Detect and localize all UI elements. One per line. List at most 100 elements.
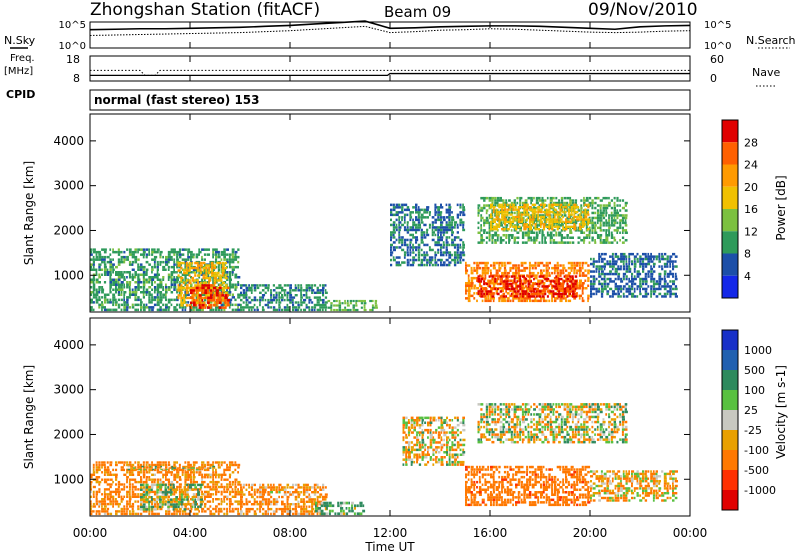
- data-cell: [567, 208, 571, 211]
- data-cell: [566, 275, 569, 278]
- data-cell: [505, 285, 509, 288]
- data-cell: [123, 463, 126, 467]
- station-title: Zhongshan Station (fitACF): [90, 0, 320, 20]
- data-cell: [223, 498, 226, 501]
- data-cell: [456, 248, 460, 252]
- data-cell: [545, 266, 548, 270]
- data-cell: [197, 493, 201, 496]
- data-cell: [248, 507, 251, 511]
- data-cell: [448, 208, 451, 212]
- data-cell: [533, 277, 535, 281]
- data-cell: [178, 507, 182, 511]
- data-cell: [195, 303, 198, 307]
- data-cell: [423, 258, 426, 262]
- data-cell: [578, 266, 582, 270]
- data-cell: [294, 286, 297, 290]
- data-cell: [259, 495, 262, 499]
- data-cell: [531, 264, 535, 267]
- data-cell: [106, 255, 110, 259]
- data-cell: [530, 196, 533, 200]
- data-cell: [186, 491, 189, 494]
- data-cell: [103, 507, 107, 511]
- data-cell: [109, 490, 113, 494]
- data-cell: [242, 284, 246, 287]
- data-cell: [253, 298, 257, 302]
- data-cell: [242, 301, 245, 304]
- data-cell: [558, 295, 561, 298]
- data-cell: [98, 510, 101, 513]
- data-cell: [470, 284, 473, 287]
- data-cell: [644, 257, 648, 261]
- data-cell: [153, 265, 157, 269]
- data-cell: [401, 248, 405, 252]
- data-cell: [521, 236, 525, 239]
- data-cell: [513, 275, 516, 278]
- data-cell: [234, 478, 238, 481]
- data-cell: [213, 279, 217, 282]
- data-cell: [633, 260, 636, 263]
- data-cell: [173, 510, 176, 513]
- data-cell: [584, 203, 587, 206]
- data-cell: [584, 287, 588, 290]
- data-cell: [164, 491, 168, 494]
- data-cell: [545, 264, 549, 267]
- data-cell: [459, 221, 463, 224]
- data-cell: [674, 275, 678, 278]
- data-cell: [360, 306, 363, 309]
- data-cell: [142, 250, 146, 254]
- data-cell: [159, 291, 163, 294]
- data-cell: [168, 467, 172, 469]
- data-cell: [261, 483, 265, 487]
- data-cell: [440, 261, 442, 264]
- data-cell: [477, 226, 480, 230]
- data-cell: [145, 478, 148, 481]
- data-cell: [109, 268, 112, 271]
- data-cell: [647, 270, 650, 273]
- data-cell: [184, 471, 188, 474]
- data-cell: [448, 253, 452, 257]
- data-cell: [156, 283, 160, 286]
- data-cell: [537, 206, 541, 209]
- data-cell: [186, 503, 188, 506]
- data-cell: [669, 292, 673, 296]
- data-cell: [98, 281, 101, 284]
- data-cell: [440, 228, 443, 232]
- data-cell: [98, 480, 102, 484]
- data-cell: [453, 258, 457, 262]
- data-cell: [534, 264, 537, 267]
- data-cell: [588, 236, 591, 239]
- data-cell: [313, 296, 317, 299]
- data-cell: [570, 266, 573, 270]
- data-cell: [558, 216, 562, 220]
- data-cell: [245, 510, 249, 513]
- data-cell: [515, 282, 518, 285]
- data-cell: [631, 277, 635, 281]
- data-cell: [272, 483, 275, 487]
- data-cell: [672, 267, 675, 271]
- data-cell: [403, 226, 407, 229]
- data-cell: [398, 241, 401, 244]
- data-cell: [512, 208, 515, 211]
- data-cell: [448, 251, 452, 254]
- data-cell: [253, 488, 256, 491]
- data-cell: [169, 498, 173, 501]
- data-cell: [492, 297, 495, 300]
- data-cell: [237, 512, 240, 516]
- data-cell: [220, 463, 223, 467]
- data-cell: [644, 272, 648, 276]
- data-cell: [483, 239, 485, 242]
- data-cell: [322, 308, 324, 312]
- data-cell: [234, 493, 238, 496]
- data-cell: [567, 294, 571, 298]
- data-cell: [658, 280, 662, 283]
- y-tick-label: 2000: [53, 223, 84, 237]
- data-cell: [206, 507, 210, 511]
- data-cell: [130, 467, 133, 469]
- data-cell: [198, 250, 202, 254]
- data-cell: [488, 214, 492, 217]
- data-cell: [417, 211, 421, 214]
- data-cell: [198, 467, 202, 469]
- data-cell: [534, 225, 537, 228]
- data-cell: [184, 478, 188, 481]
- data-cell: [622, 252, 626, 256]
